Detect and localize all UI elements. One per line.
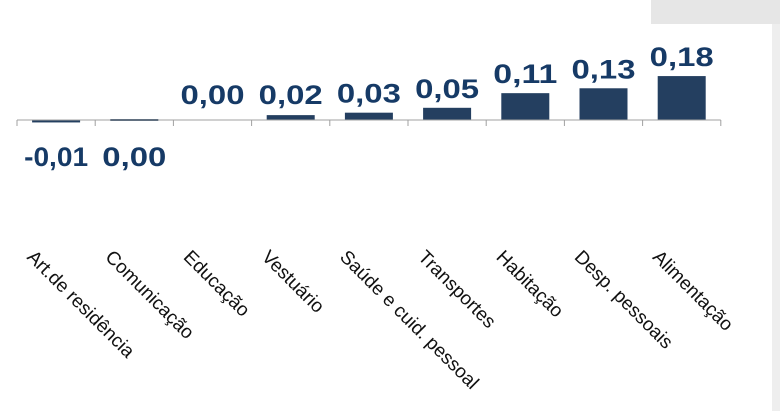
bar [32, 120, 81, 123]
data-label: 0,00 [102, 142, 166, 172]
bar [501, 93, 550, 120]
category-label: Saúde e cuid. pessoal [335, 247, 482, 394]
data-label: -0,01 [24, 142, 88, 172]
data-label: 0,05 [415, 74, 479, 104]
data-label: 0,02 [259, 80, 323, 110]
category-label: Educação [179, 247, 254, 322]
bar [579, 88, 628, 120]
bar [266, 115, 315, 120]
bar [423, 107, 472, 120]
category-label: Transportes [414, 247, 500, 333]
data-label: 0,13 [572, 54, 636, 84]
bar [344, 112, 393, 120]
category-label: Vestuário [257, 247, 328, 318]
bar [657, 76, 706, 120]
data-label: 0,11 [493, 59, 557, 89]
background-edge [772, 24, 780, 411]
data-label: 0,00 [181, 80, 245, 110]
data-label: 0,18 [650, 42, 714, 72]
category-label: Habitação [492, 247, 567, 322]
background-panel [651, 0, 780, 24]
data-label: 0,03 [337, 79, 401, 109]
